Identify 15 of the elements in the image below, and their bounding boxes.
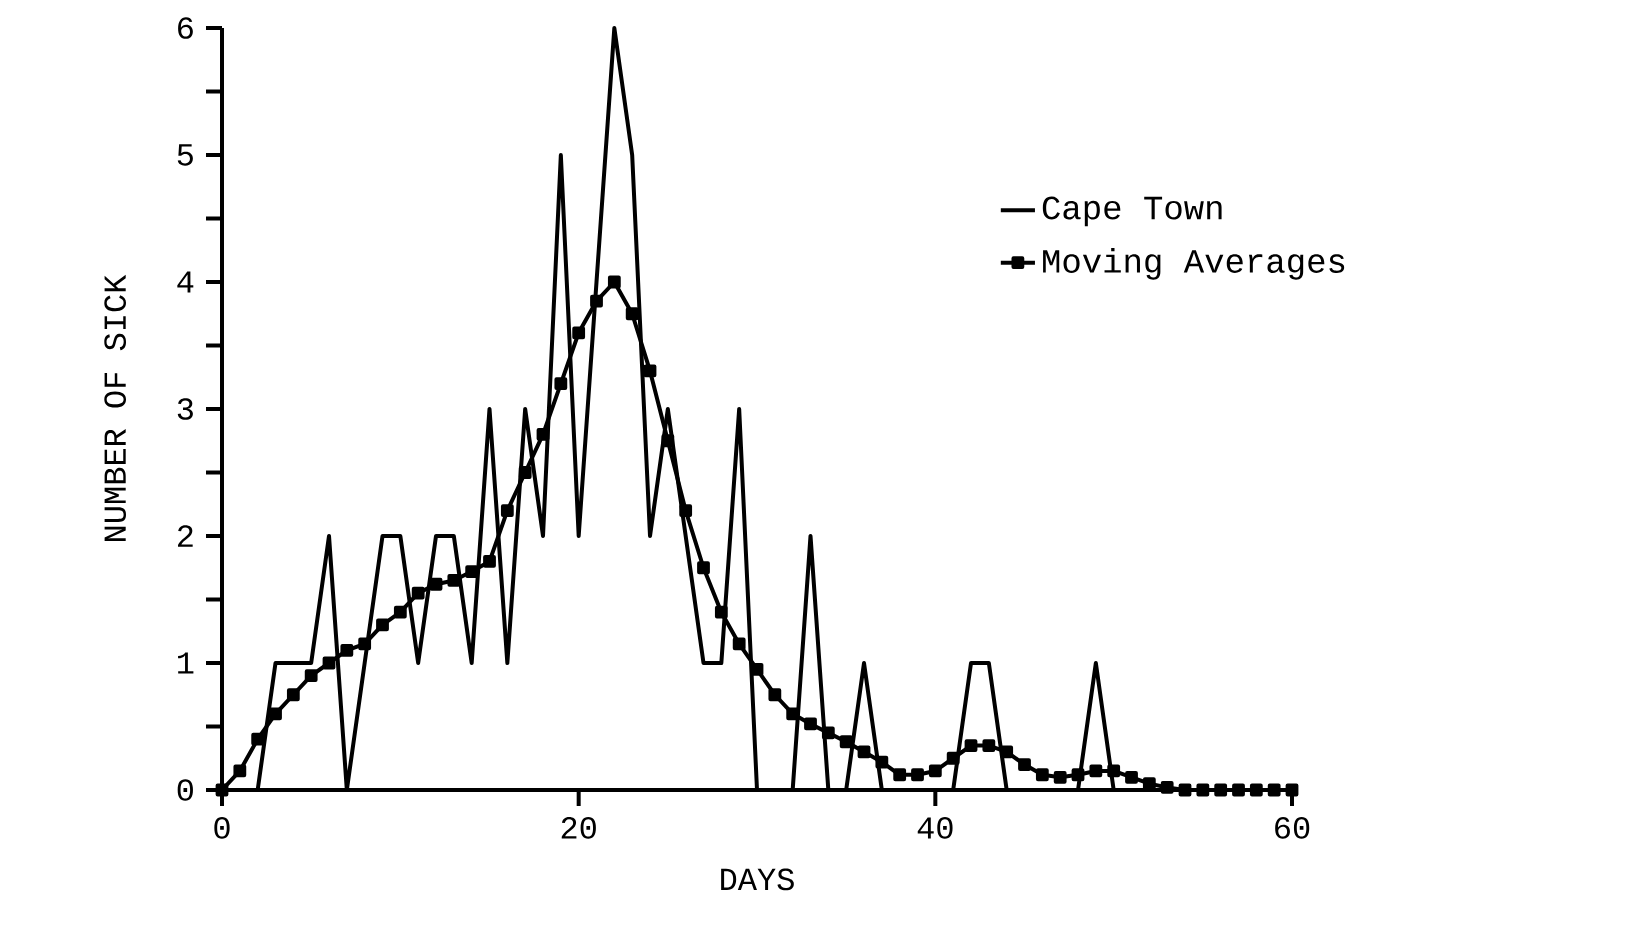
x-axis-title: DAYS (721, 868, 794, 891)
y-tick-label: 6 (178, 17, 193, 39)
legend-label: Cape Town (1042, 196, 1222, 227)
x-tick-label: 60 (1275, 817, 1310, 839)
y-tick-label: 2 (178, 525, 193, 547)
y-tick-label: 4 (177, 271, 194, 293)
y-axis-title: NUMBER OF SICK (104, 274, 127, 541)
x-tick-label: 0 (214, 817, 230, 839)
y-tick-label: 5 (177, 144, 193, 166)
y-tick-label: 3 (177, 398, 193, 420)
x-tick-label: 20 (561, 817, 596, 839)
x-tick-label: 40 (917, 817, 953, 839)
legend-label: Moving Averages (1043, 247, 1345, 280)
y-tick-label: 0 (177, 779, 193, 801)
y-tick-label: 1 (178, 652, 194, 674)
